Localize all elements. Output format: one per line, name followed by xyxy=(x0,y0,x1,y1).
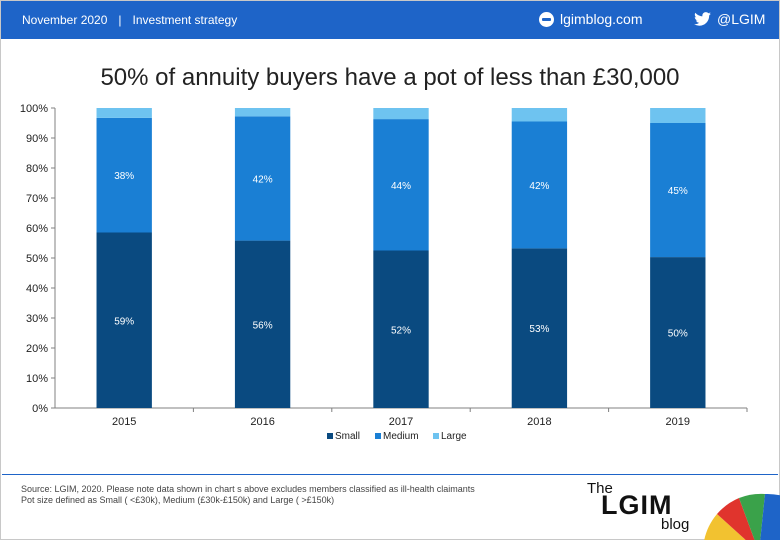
data-label: 56% xyxy=(253,320,273,331)
data-label: 59% xyxy=(114,316,134,327)
header-separator: | xyxy=(118,13,122,27)
y-tick-label: 30% xyxy=(26,313,48,325)
y-tick-label: 20% xyxy=(26,343,48,355)
bar-segment-small-2017 xyxy=(373,250,429,408)
header-section: Investment strategy xyxy=(132,13,238,27)
blog-link-label: lgimblog.com xyxy=(560,11,643,27)
x-tick-label: 2017 xyxy=(389,416,413,428)
header-bar: November 2020 | Investment strategy lgimbl… xyxy=(1,1,779,39)
x-tick-label: 2019 xyxy=(666,416,690,428)
bar-segment-medium-2015 xyxy=(96,117,152,233)
bar-segment-large-2015 xyxy=(96,108,152,118)
bar-segment-medium-2019 xyxy=(650,123,706,258)
logo-lgim: LGIM xyxy=(601,490,673,520)
legend-label: Small xyxy=(335,431,360,442)
bar-segment-small-2015 xyxy=(96,232,152,408)
x-tick-label: 2018 xyxy=(527,416,551,428)
bar-segment-medium-2017 xyxy=(373,119,429,251)
logo-the: The xyxy=(587,480,613,497)
x-tick-label: 2016 xyxy=(250,416,274,428)
logo-blog: blog xyxy=(661,516,690,533)
bar-segment-small-2018 xyxy=(511,248,568,408)
bar-segment-large-2017 xyxy=(373,108,429,120)
bar-segment-large-2016 xyxy=(234,108,291,117)
twitter-handle: @LGIM xyxy=(717,11,766,27)
y-tick-label: 80% xyxy=(26,163,48,175)
y-tick-label: 90% xyxy=(26,133,48,145)
bar-segment-large-2018 xyxy=(511,108,568,122)
globe-icon xyxy=(539,11,554,27)
data-label: 42% xyxy=(253,175,273,186)
y-tick-label: 0% xyxy=(32,403,48,415)
footer-divider xyxy=(2,474,778,475)
chart-title: 50% of annuity buyers have a pot of less… xyxy=(100,64,680,91)
legend-swatch-medium xyxy=(375,433,381,439)
header-date: November 2020 xyxy=(22,13,108,27)
pot-size-note: Pot size defined as Small ( <£30k), Medi… xyxy=(21,495,335,505)
legend-label: Large xyxy=(441,431,467,442)
y-tick-label: 10% xyxy=(26,373,48,385)
source-note: Source: LGIM, 2020. Please note data sho… xyxy=(21,484,475,494)
data-label: 38% xyxy=(114,171,134,182)
twitter-link[interactable]: @LGIM xyxy=(694,11,765,27)
bar-segment-medium-2016 xyxy=(234,116,291,241)
data-label: 42% xyxy=(529,181,549,192)
data-label: 44% xyxy=(391,181,411,192)
footer-notes: Source: LGIM, 2020. Please note data sho… xyxy=(21,484,475,506)
data-label: 50% xyxy=(668,329,688,340)
legend-swatch-large xyxy=(433,433,439,439)
y-tick-label: 60% xyxy=(26,223,48,235)
bar-segment-small-2016 xyxy=(234,240,291,408)
bar-segment-small-2019 xyxy=(650,257,706,408)
y-tick-label: 50% xyxy=(26,253,48,265)
y-tick-label: 100% xyxy=(20,103,48,115)
data-label: 45% xyxy=(668,186,688,197)
stacked-bar-chart: 0% 10% 20% 30% 40% 50% 60% 70% 80% 90% 100% 59% 38% 2… xyxy=(20,103,748,442)
y-tick-label: 70% xyxy=(26,193,48,205)
legend-label: Medium xyxy=(383,431,419,442)
x-tick-label: 2015 xyxy=(112,416,136,428)
twitter-icon xyxy=(694,12,711,26)
umbrella-icon xyxy=(704,493,780,540)
data-label: 53% xyxy=(529,324,549,335)
header-left: November 2020 | Investment strategy xyxy=(22,13,237,27)
legend-swatch-small xyxy=(327,433,333,439)
bar-segment-large-2019 xyxy=(650,108,706,123)
lgim-blog-logo: The LGIM blog xyxy=(575,478,780,540)
data-label: 52% xyxy=(391,325,411,336)
blog-link[interactable]: lgimblog.com xyxy=(539,11,642,27)
y-tick-label: 40% xyxy=(26,283,48,295)
bar-segment-medium-2018 xyxy=(511,121,568,249)
